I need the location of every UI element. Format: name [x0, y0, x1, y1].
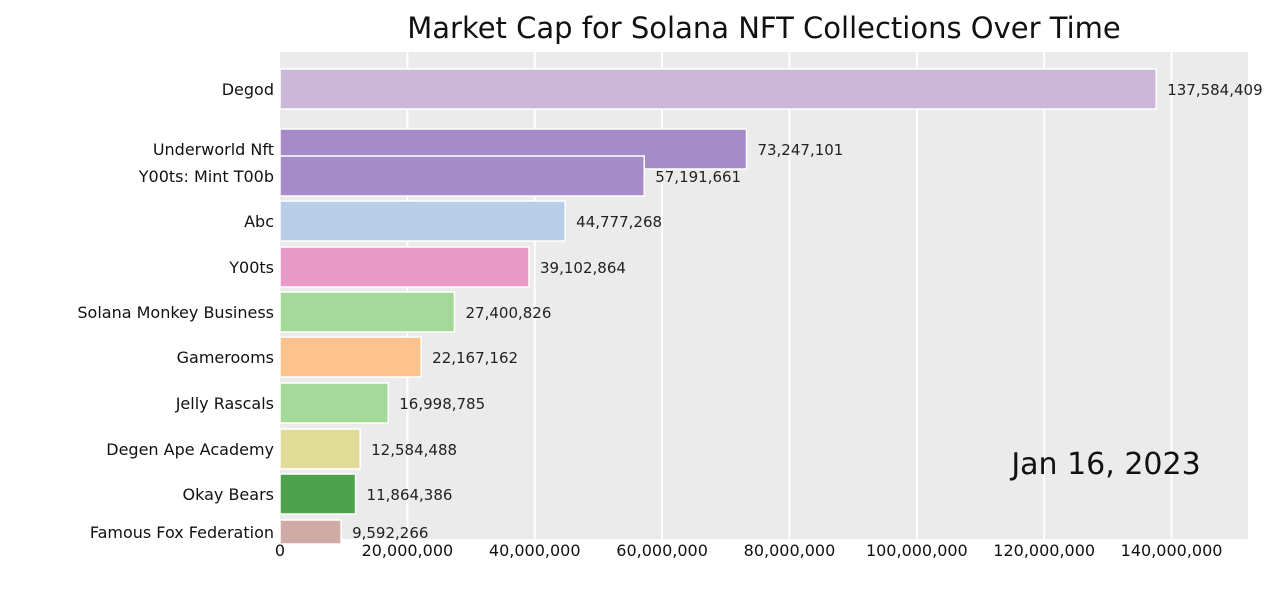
x-tick-label: 100,000,000 [866, 541, 968, 560]
category-label: Abc [244, 212, 274, 231]
value-label: 9,592,266 [352, 524, 428, 542]
bar-9 [279, 473, 357, 515]
value-label: 16,998,785 [399, 395, 485, 413]
bar-0 [279, 68, 1157, 110]
category-label: Jelly Rascals [175, 394, 274, 413]
bars: Degod 137,584,409 Underworld Nft 73,247,101… [77, 68, 1263, 545]
bar-4 [279, 246, 530, 288]
bar-2 [279, 155, 645, 197]
bar-10 [279, 519, 342, 545]
x-tick-label: 80,000,000 [744, 541, 836, 560]
bar-7 [279, 382, 390, 424]
category-label: Y00ts [228, 258, 274, 277]
value-label: 44,777,268 [576, 213, 662, 231]
category-label: Y00ts: Mint T00b [138, 167, 274, 186]
value-label: 12,584,488 [371, 441, 457, 459]
x-tick-label: 20,000,000 [362, 541, 454, 560]
bar-6 [279, 336, 422, 378]
category-label: Okay Bears [183, 485, 274, 504]
date-label: Jan 16, 2023 [1009, 447, 1200, 482]
value-label: 22,167,162 [432, 349, 518, 367]
category-label: Famous Fox Federation [90, 523, 274, 542]
value-label: 39,102,864 [540, 259, 626, 277]
category-label: Gamerooms [177, 348, 274, 367]
category-label: Solana Monkey Business [77, 303, 274, 322]
value-label: 137,584,409 [1167, 81, 1262, 99]
value-label: 27,400,826 [466, 304, 552, 322]
category-label: Degod [222, 80, 274, 99]
x-tick-label: 0 [275, 541, 285, 560]
x-tick-label: 40,000,000 [489, 541, 581, 560]
value-label: 73,247,101 [757, 141, 843, 159]
bar-3 [279, 200, 566, 242]
x-tick-label: 140,000,000 [1121, 541, 1223, 560]
x-tick-label: 60,000,000 [616, 541, 708, 560]
category-label: Degen Ape Academy [106, 440, 274, 459]
category-label: Underworld Nft [153, 140, 274, 159]
bar-5 [279, 291, 456, 333]
value-label: 11,864,386 [367, 486, 453, 504]
x-tick-label: 120,000,000 [993, 541, 1095, 560]
x-axis-ticks: 0 20,000,000 40,000,000 60,000,000 80,000,00… [275, 541, 1223, 560]
chart-title: Market Cap for Solana NFT Collections Ov… [407, 11, 1121, 45]
bar-8 [279, 428, 361, 470]
value-label: 57,191,661 [655, 168, 741, 186]
